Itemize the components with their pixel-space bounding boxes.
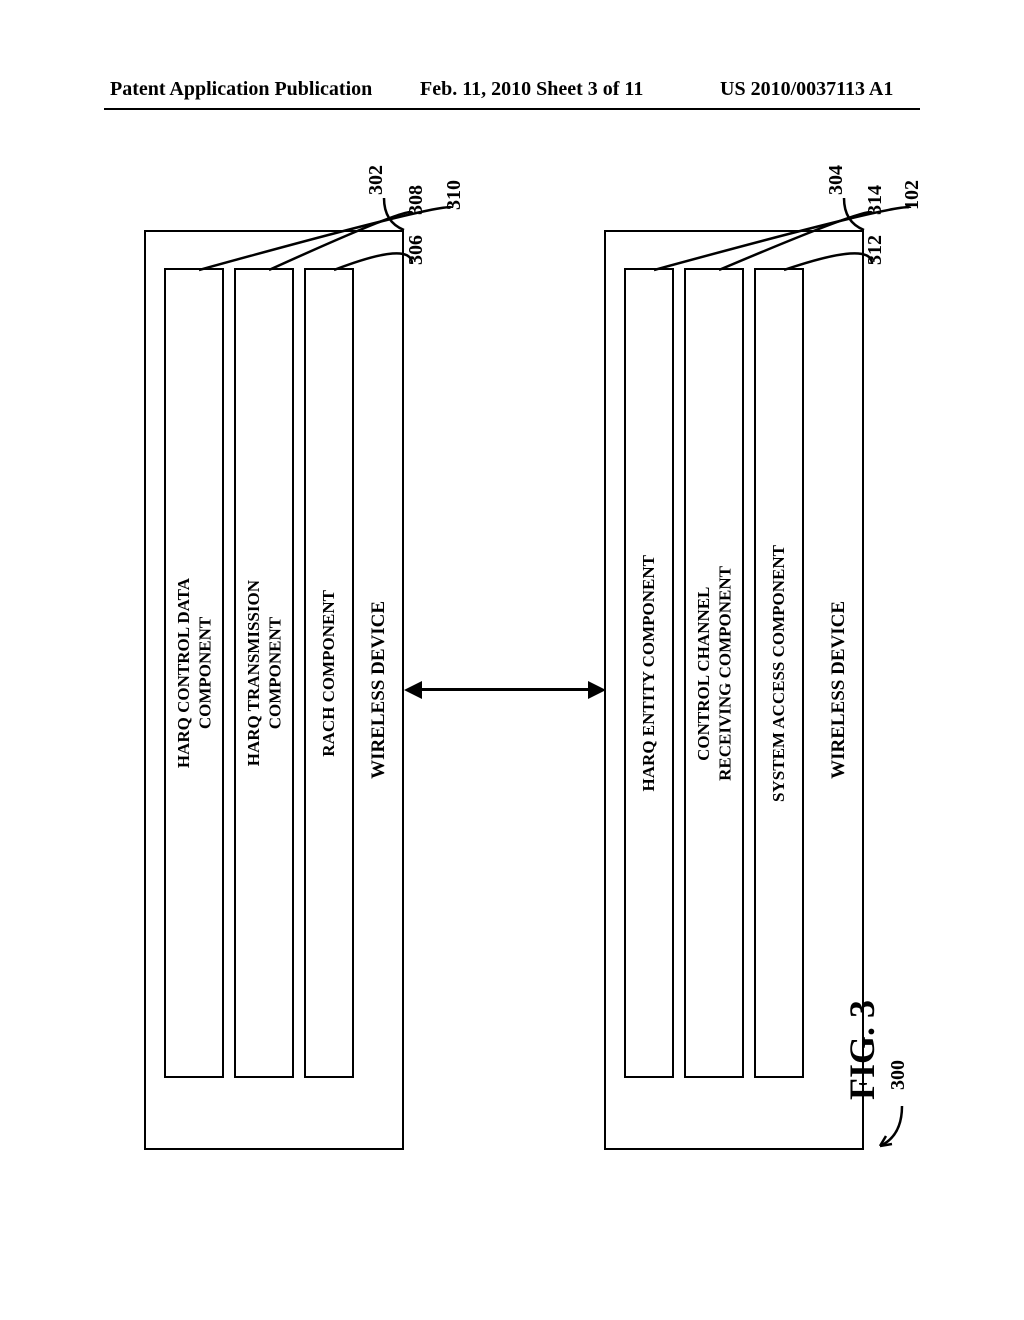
left-comp-0: HARQ CONTROL DATA COMPONENT	[164, 268, 224, 1078]
ref-304-text: 304	[824, 165, 849, 195]
left-comp-1: HARQ TRANSMISSION COMPONENT	[234, 268, 294, 1078]
connection-line-h	[412, 688, 596, 691]
left-comp-2: RACH COMPONENT	[304, 268, 354, 1078]
figure-label	[889, 170, 949, 310]
leader-310	[199, 200, 454, 275]
figure-label-main: FIG. 3	[840, 1000, 900, 1200]
arrow-head-right	[588, 681, 606, 699]
right-device-title-text: WIRELESS DEVICE	[827, 601, 851, 779]
right-comp-2-label: SYSTEM ACCESS COMPONENT	[768, 545, 789, 802]
left-device-title: WIRELESS DEVICE	[359, 230, 399, 1150]
right-comp-2: SYSTEM ACCESS COMPONENT	[754, 268, 804, 1078]
right-comp-0-label: HARQ ENTITY COMPONENT	[638, 555, 659, 791]
left-comp-2-label: RACH COMPONENT	[318, 590, 339, 757]
left-device-title-text: WIRELESS DEVICE	[367, 601, 391, 779]
page-root: Patent Application Publication Feb. 11, …	[0, 0, 1024, 1320]
right-comp-1-label: CONTROL CHANNEL RECEIVING COMPONENT	[693, 566, 736, 781]
header-right: US 2010/0037113 A1	[720, 78, 893, 101]
figure-label-text: FIG. 3	[840, 1000, 885, 1100]
left-comp-1-label: HARQ TRANSMISSION COMPONENT	[243, 580, 286, 766]
ref-302-text: 302	[364, 165, 389, 195]
right-comp-0: HARQ ENTITY COMPONENT	[624, 268, 674, 1078]
right-comp-1: CONTROL CHANNEL RECEIVING COMPONENT	[684, 268, 744, 1078]
header-rule	[104, 108, 920, 110]
header-center: Feb. 11, 2010 Sheet 3 of 11	[420, 78, 643, 101]
left-comp-0-label: HARQ CONTROL DATA COMPONENT	[173, 578, 216, 768]
header-left: Patent Application Publication	[110, 78, 372, 101]
leader-102	[654, 200, 912, 275]
arrow-head-left	[404, 681, 422, 699]
diagram-stage: WIRELESS DEVICE 302 HARQ CONTROL DATA CO…	[104, 160, 920, 1170]
